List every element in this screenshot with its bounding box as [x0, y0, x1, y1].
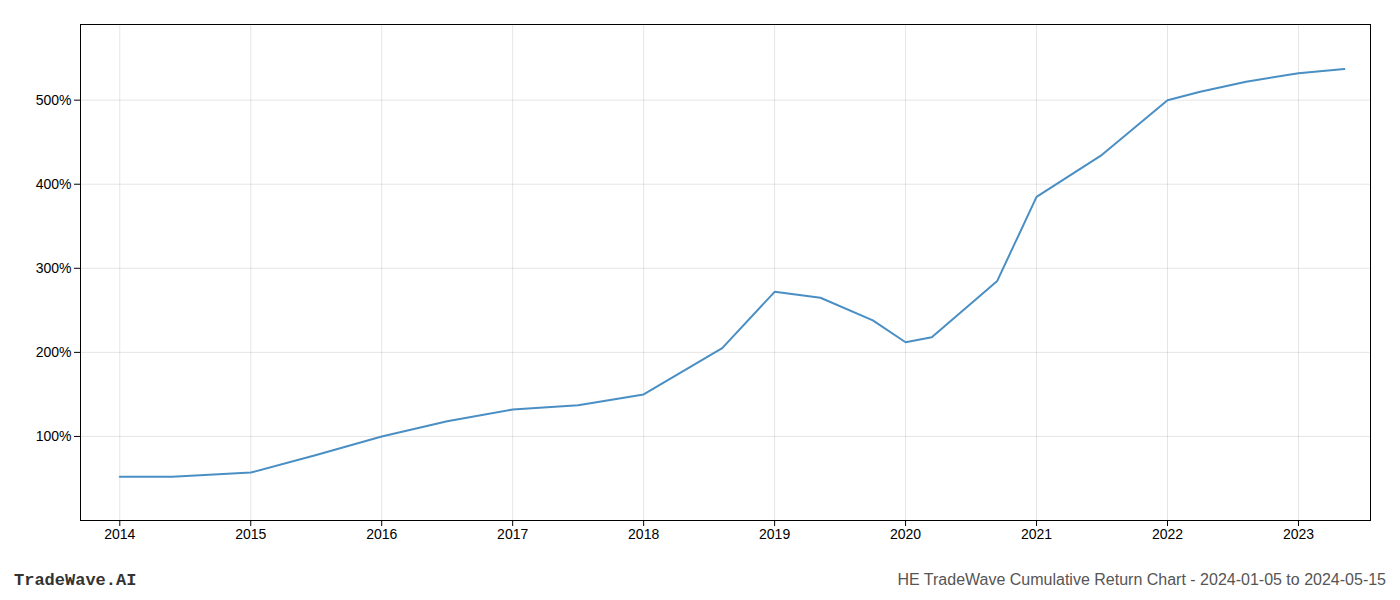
svg-text:400%: 400%	[36, 176, 72, 192]
svg-text:200%: 200%	[36, 344, 72, 360]
svg-text:2018: 2018	[628, 526, 659, 542]
svg-text:2016: 2016	[366, 526, 397, 542]
svg-text:500%: 500%	[36, 92, 72, 108]
svg-text:2015: 2015	[235, 526, 266, 542]
svg-text:2023: 2023	[1283, 526, 1314, 542]
html-text:TradeWave.AI: TradeWave.AI	[14, 570, 137, 590]
svg-text:2021: 2021	[1021, 526, 1052, 542]
html-text:HE TradeWave Cumulative Return: HE TradeWave Cumulative Return Chart - 2…	[897, 571, 1386, 588]
svg-text:100%: 100%	[36, 428, 72, 444]
svg-text:2014: 2014	[104, 526, 135, 542]
svg-text:2019: 2019	[759, 526, 790, 542]
svg-text:2020: 2020	[890, 526, 921, 542]
svg-text:300%: 300%	[36, 260, 72, 276]
svg-text:2022: 2022	[1152, 526, 1183, 542]
svg-text:2017: 2017	[497, 526, 528, 542]
